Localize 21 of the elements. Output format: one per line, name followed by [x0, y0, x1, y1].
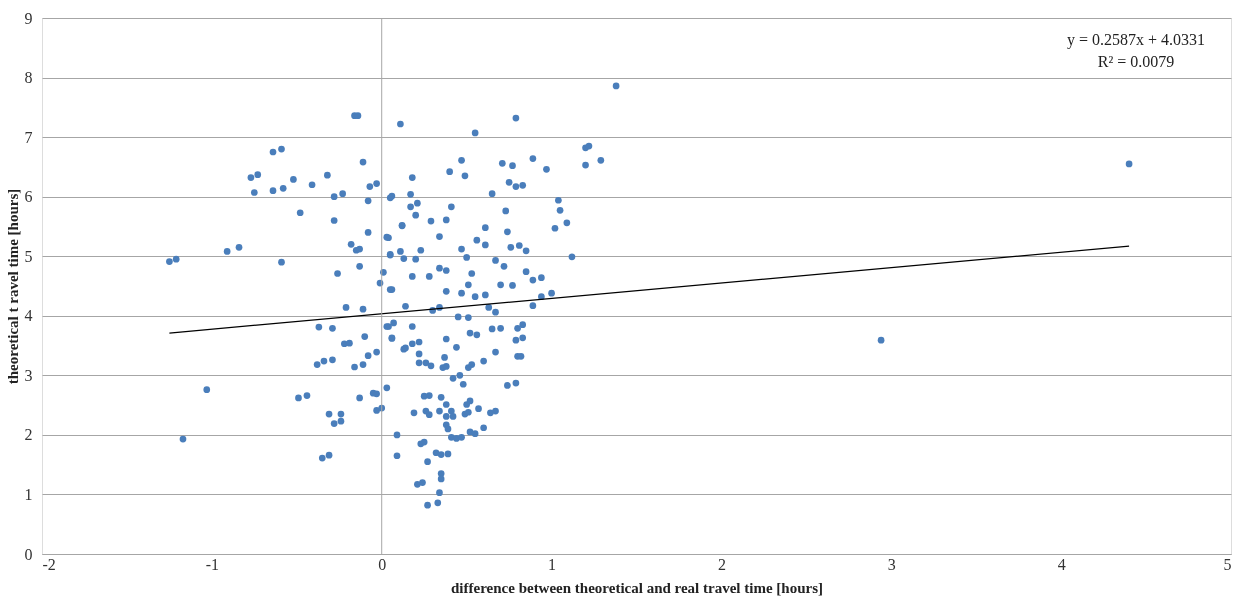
y-tick-label: 6	[24, 188, 33, 206]
x-axis-title: difference between theoretical and real travel time [hours]	[451, 579, 823, 596]
annotation: y = 0.2587x + 4.0331	[1066, 31, 1206, 49]
y-tick-label: 1	[24, 485, 33, 503]
x-tick-label: 0	[378, 555, 387, 573]
x-tick-label: 3	[887, 555, 896, 573]
y-tick-label: 7	[24, 128, 33, 146]
x-tick-label: 4	[1057, 555, 1066, 573]
y-tick-label: 3	[24, 366, 33, 384]
x-tick-label: 2	[717, 555, 726, 573]
y-axis-title: theoretical t ravel time [hours]	[4, 188, 21, 385]
y-tick-label: 4	[24, 307, 33, 325]
y-tick-label: 5	[24, 247, 33, 265]
annotation: R² = 0.0079	[1097, 53, 1175, 70]
y-tick-label: 2	[24, 426, 33, 444]
y-tick-label: 9	[24, 9, 33, 27]
x-tick-label: 5	[1223, 555, 1232, 573]
x-tick-label: 1	[548, 555, 557, 573]
x-tick-label: -1	[205, 555, 220, 573]
x-tick-label: -2	[42, 555, 56, 573]
y-tick-label: 8	[24, 69, 33, 87]
